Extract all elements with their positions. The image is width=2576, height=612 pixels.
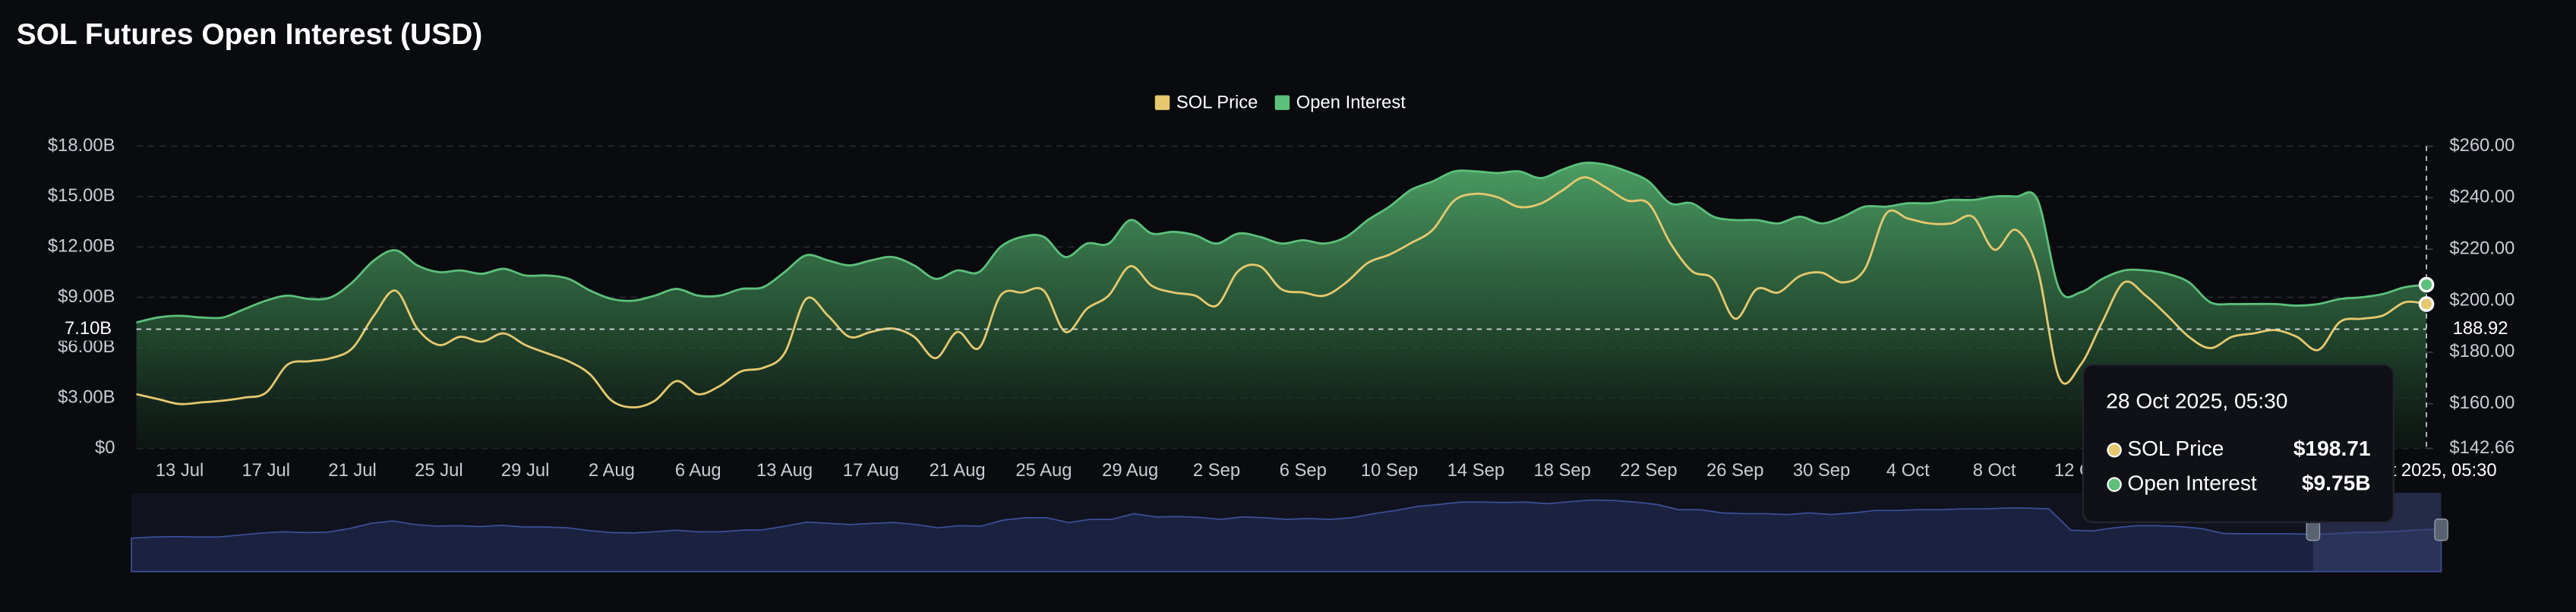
tooltip-dot xyxy=(2107,477,2122,492)
hover-marker xyxy=(2418,296,2435,312)
hover-marker xyxy=(2418,276,2435,293)
x-tick-label: 17 Aug xyxy=(843,460,899,481)
y2-tick-label: $240.00 xyxy=(2449,187,2514,207)
x-tick-label: 13 Jul xyxy=(156,460,204,481)
x-tick-label: 10 Sep xyxy=(1361,460,1418,481)
crosshair-y-box xyxy=(54,317,124,341)
x-tick-label: 14 Sep xyxy=(1447,460,1504,481)
x-tick-label: 26 Sep xyxy=(1706,460,1763,481)
x-tick-label: 13 Aug xyxy=(756,460,813,481)
tooltip-box xyxy=(2082,364,2394,523)
legend-label: Open Interest xyxy=(1296,93,1406,113)
line xyxy=(136,176,2427,409)
area xyxy=(136,162,2427,449)
x-tick-label: 18 Sep xyxy=(1533,460,1590,481)
legend-swatch xyxy=(1154,95,1170,110)
legend-swatch xyxy=(1274,95,1290,110)
x-tick-label: 21 Aug xyxy=(930,460,986,481)
y2-tick-label: $260.00 xyxy=(2449,135,2514,156)
tooltip-dot xyxy=(2107,442,2122,458)
x-tick-label: 29 Aug xyxy=(1102,460,1158,481)
tooltip-name: SOL Price xyxy=(2127,437,2224,460)
x-tick-label: 29 Jul xyxy=(501,460,549,481)
navigator-area xyxy=(131,499,2442,573)
x-tick-label: 6 Sep xyxy=(1280,460,1327,481)
x-tick-label: 21 Jul xyxy=(328,460,376,481)
y-tick-label: $15.00B xyxy=(48,185,115,206)
y2-tick-label: $200.00 xyxy=(2449,289,2514,310)
x-tick-label: 2 Sep xyxy=(1193,460,1240,481)
x-tick-label: 22 Sep xyxy=(1620,460,1677,481)
y2-tick-label: $160.00 xyxy=(2449,393,2514,413)
y-tick-label: $9.00B xyxy=(58,286,115,307)
line xyxy=(136,161,2427,324)
x-tick-label: 8 Oct xyxy=(1973,460,2016,481)
y-tick-label: $0 xyxy=(95,437,115,458)
y2-tick-label: $142.66 xyxy=(2449,437,2514,458)
y-tick-label: $18.00B xyxy=(48,135,115,156)
tooltip-title: 28 Oct 2025, 05:30 xyxy=(2106,389,2287,412)
x-tick-label: 2 Aug xyxy=(589,460,635,481)
tooltip-value: $198.71 xyxy=(2293,437,2371,460)
y-tick-label: $3.00B xyxy=(58,386,115,407)
crosshair-y2-label: 188.92 xyxy=(2453,318,2508,339)
y2-tick-label: $220.00 xyxy=(2449,238,2514,258)
crosshair-y2-box xyxy=(2438,316,2511,342)
navigator-handle xyxy=(2434,518,2448,541)
x-tick-label: 25 Aug xyxy=(1015,460,1072,481)
x-tick-label: 4 Oct xyxy=(1886,460,1930,481)
chart-title: SOL Futures Open Interest (USD) xyxy=(17,18,482,51)
legend-label: SOL Price xyxy=(1176,93,1258,113)
tooltip-value: $9.75B xyxy=(2302,472,2371,495)
x-tick-label: 30 Sep xyxy=(1793,460,1850,481)
x-tick-label: 25 Jul xyxy=(415,460,462,481)
x-tick-label: 6 Aug xyxy=(675,460,721,481)
crosshair-y-label: 7.10B xyxy=(65,318,112,339)
tooltip-name: Open Interest xyxy=(2127,472,2257,495)
y-tick-label: $12.00B xyxy=(48,235,115,256)
x-tick-label: 17 Jul xyxy=(242,460,290,481)
y2-tick-label: $180.00 xyxy=(2449,341,2514,361)
